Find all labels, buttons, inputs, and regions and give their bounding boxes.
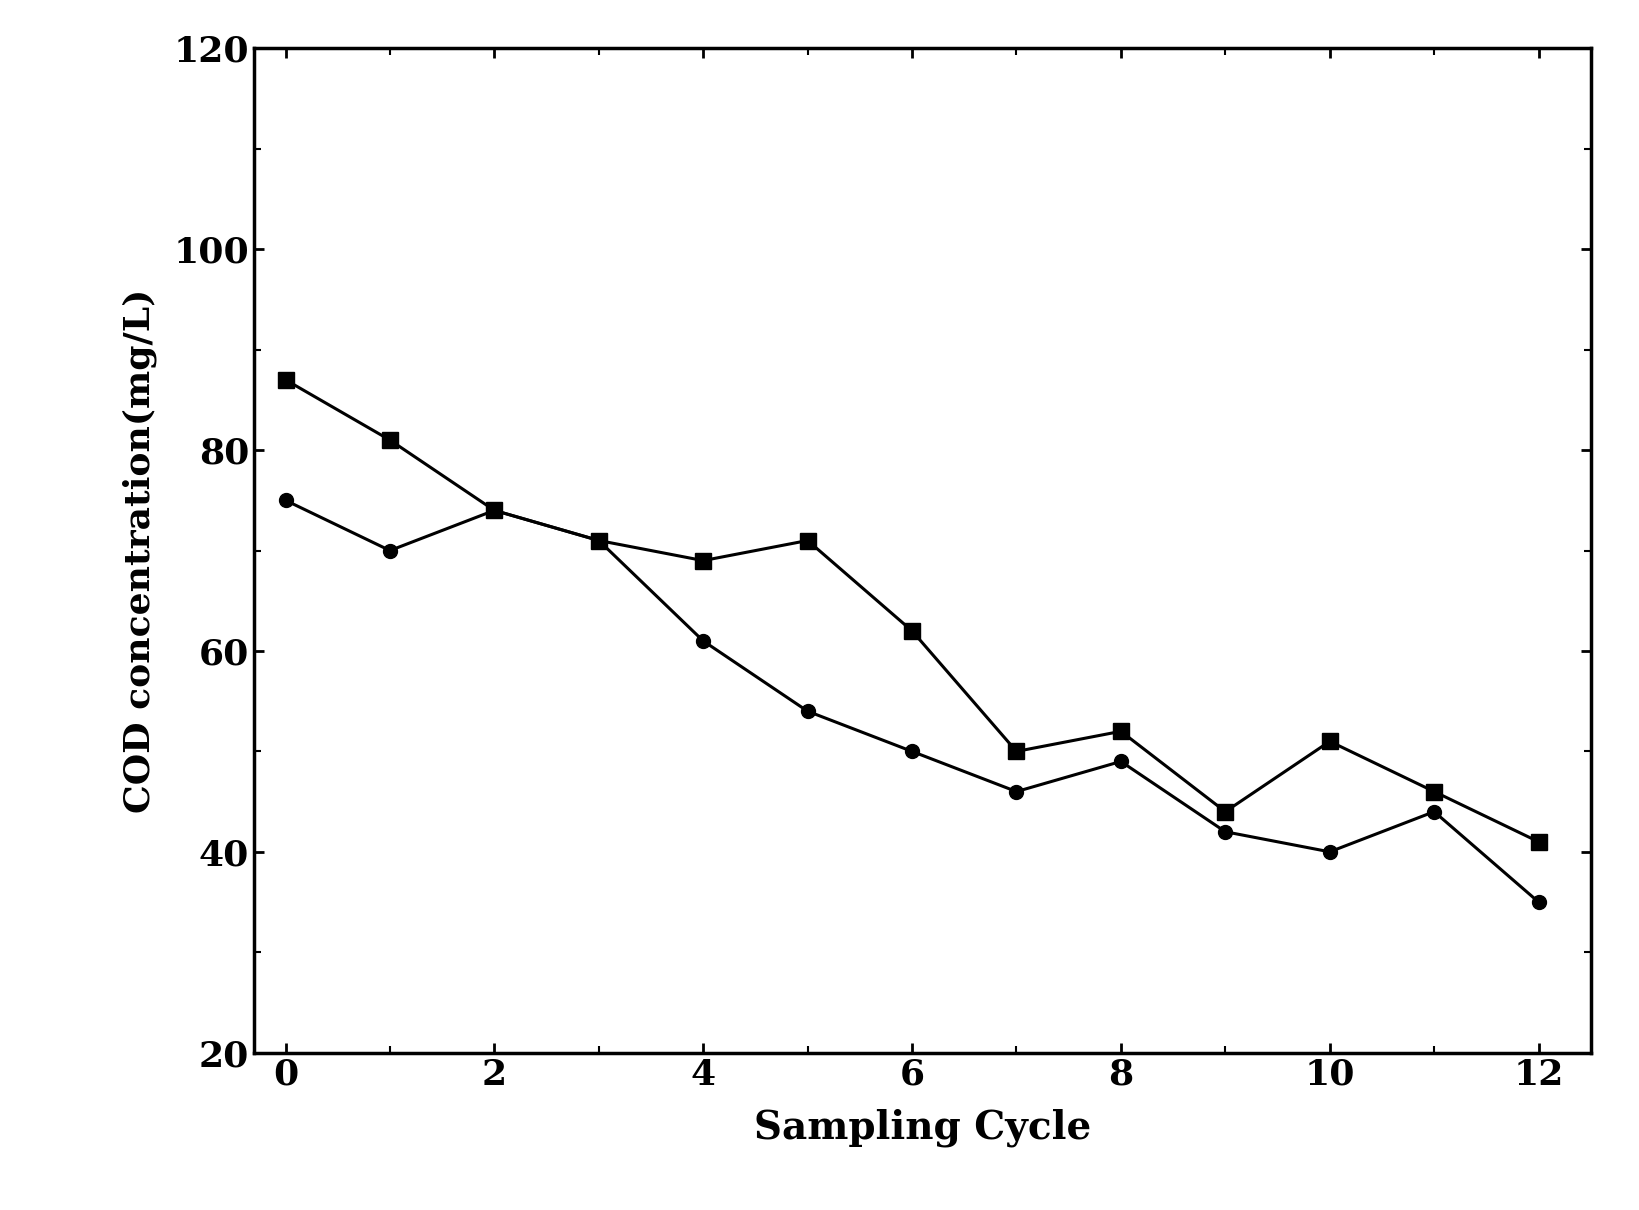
Y-axis label: COD concentration(mg/L): COD concentration(mg/L)	[123, 288, 157, 813]
X-axis label: Sampling Cycle: Sampling Cycle	[754, 1108, 1090, 1147]
